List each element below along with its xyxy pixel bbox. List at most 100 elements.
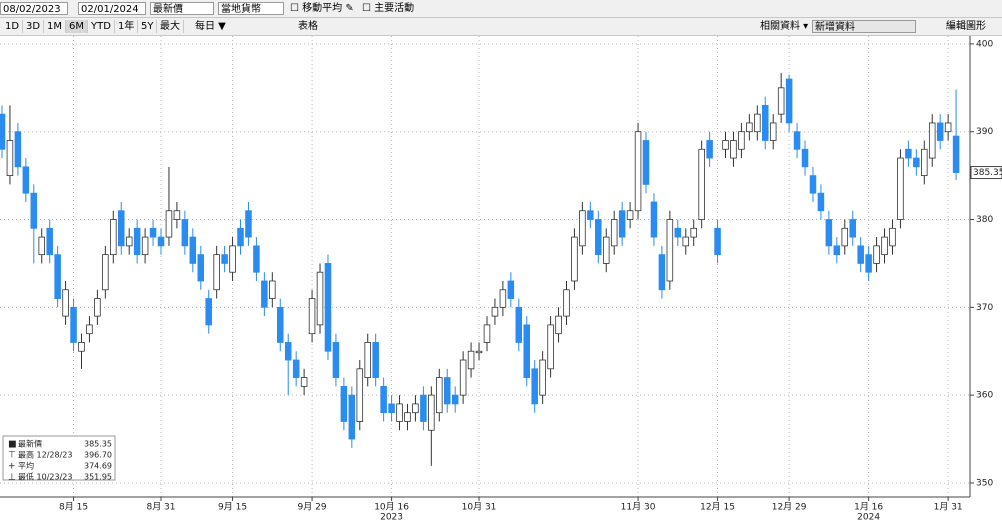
candle-body [706, 140, 713, 159]
candle-body [563, 289, 570, 317]
events[interactable]: ☐ 主要活動 [362, 3, 415, 14]
candle-body [261, 280, 268, 308]
candle-body [253, 245, 260, 273]
currency[interactable]: 當地貨幣 [218, 2, 284, 15]
year-label: 2024 [857, 513, 880, 522]
range-button[interactable]: YTD [88, 20, 115, 33]
candle-body [30, 192, 38, 229]
range-button[interactable]: 1D [2, 20, 24, 33]
candle-body [722, 140, 729, 150]
price-field[interactable]: 最新價 [150, 2, 214, 15]
candle-body [841, 227, 849, 247]
candle-body [157, 236, 165, 247]
candle-body [173, 210, 181, 220]
candle-body [928, 122, 936, 159]
candle-body [642, 140, 650, 185]
candle-body [14, 131, 22, 168]
legend-label: 平均 [18, 461, 34, 471]
period[interactable]: 每日 ▼ [195, 21, 226, 32]
candle-body [205, 298, 212, 326]
candle-body [70, 306, 77, 343]
x-tick-label: 11月 30 [621, 502, 656, 513]
candle-body [936, 122, 944, 141]
last-price-box [970, 166, 1002, 180]
candle-body [738, 131, 745, 150]
candle-body [507, 280, 515, 299]
x-tick-label: 12月 29 [772, 502, 807, 513]
end-date[interactable]: 02/01/2024 [78, 2, 146, 15]
legend-value: 396.70 [84, 451, 112, 460]
candle-body [443, 377, 451, 405]
legend-symbol: ■ [8, 440, 17, 450]
x-tick-label: 9月 29 [298, 502, 327, 513]
candle-body [730, 140, 737, 159]
candle-body [865, 254, 872, 273]
candle-body [873, 245, 880, 264]
candle-body [277, 306, 284, 343]
y-tick-label: 360 [976, 391, 993, 401]
add-data[interactable]: 新增資料 [812, 20, 916, 33]
moving-average-text: 移動平均 [302, 3, 343, 14]
range-button[interactable]: 最大 [157, 20, 184, 33]
candle-body [197, 254, 205, 282]
candle-body [483, 324, 491, 343]
legend-symbol: ⊤ [8, 451, 16, 461]
candle-body [54, 254, 61, 299]
candle-body [459, 359, 467, 396]
candle-body [698, 148, 705, 220]
candle-body [149, 227, 157, 238]
legend-label: 最低 10/23/23 [18, 472, 72, 482]
edit[interactable]: 編輯圖形 [946, 21, 986, 32]
candle-body [436, 377, 443, 414]
range-button[interactable]: 5Y [138, 20, 158, 33]
candle-body [515, 306, 523, 343]
candle-body [539, 359, 546, 396]
candle-body [587, 210, 594, 220]
legend-symbol: + [8, 462, 16, 472]
candle-body [86, 324, 93, 335]
legend-value: 351.95 [84, 473, 112, 482]
candle-body [571, 236, 578, 282]
candle-body [356, 368, 364, 422]
candle-body [944, 122, 952, 133]
range-button[interactable]: 6M [66, 20, 88, 33]
start-date[interactable]: 08/02/2023 [0, 2, 68, 15]
candle-body [746, 122, 753, 133]
candle-body [332, 342, 340, 378]
candle-body [913, 157, 920, 168]
candle-body [221, 254, 228, 264]
candle-body [491, 306, 499, 317]
range-button[interactable]: 3D [23, 20, 45, 33]
x-tick-label: 8月 31 [146, 502, 175, 513]
candle-body [499, 289, 507, 308]
candle-body [22, 166, 30, 194]
candle-body [897, 157, 904, 220]
candle-body [833, 245, 841, 256]
range-button[interactable]: 1M [44, 20, 66, 33]
candle-body [817, 192, 825, 212]
moving-average[interactable]: ☐ 移動平均 ✎ [290, 3, 354, 14]
candle-body [348, 394, 356, 440]
range-button[interactable]: 1年 [115, 20, 139, 33]
last-price-label: 385.35 [973, 168, 1002, 178]
candle-body [292, 359, 300, 378]
x-tick-label: 1月 16 [854, 502, 883, 513]
candle-body [364, 342, 371, 378]
related[interactable]: 相關資料 ▾ [760, 21, 809, 32]
candle-body [451, 394, 459, 405]
candle-body [610, 219, 618, 247]
candle-body [380, 385, 387, 414]
candle-body [905, 148, 912, 159]
candle-body [428, 394, 435, 431]
candle-body [809, 175, 817, 194]
candle-body [801, 148, 809, 168]
candle-body [754, 113, 761, 133]
candle-body [921, 148, 928, 177]
table[interactable]: 表格 [298, 21, 318, 32]
candle-body [475, 350, 483, 354]
candle-body [396, 403, 403, 422]
x-tick-label: 12月 15 [700, 502, 735, 513]
candle-body [165, 210, 173, 238]
candle-body [531, 368, 538, 405]
